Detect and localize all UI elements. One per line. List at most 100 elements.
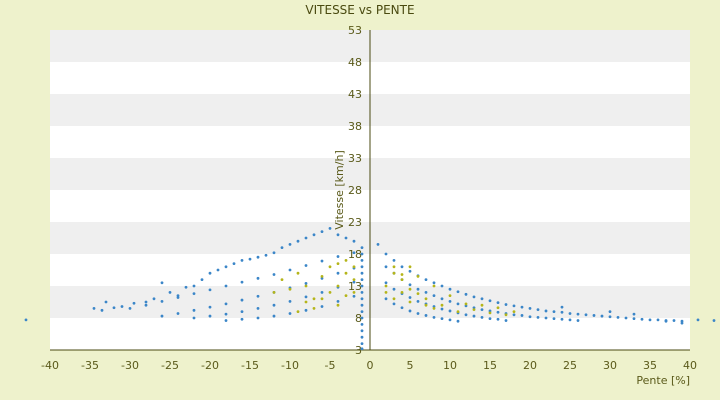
data-point [100, 308, 104, 312]
data-point [472, 308, 476, 312]
x-tick-label: -25 [161, 359, 179, 372]
data-point [400, 306, 404, 310]
data-point [312, 233, 316, 237]
data-point [320, 305, 324, 308]
data-point [456, 319, 460, 323]
data-point [352, 239, 356, 243]
data-point [512, 304, 516, 308]
data-point [360, 284, 364, 288]
data-point [552, 310, 556, 313]
data-point [280, 278, 284, 281]
x-tick-label: 40 [683, 359, 697, 372]
data-point [384, 281, 388, 285]
data-point [272, 314, 276, 318]
data-point [480, 297, 484, 301]
data-point [528, 315, 532, 319]
data-point [344, 271, 348, 275]
data-point [360, 265, 364, 269]
y-tick-label: 28 [348, 184, 362, 197]
data-point [360, 297, 364, 301]
x-tick-label: 35 [643, 359, 657, 372]
data-point [480, 303, 484, 307]
data-point [440, 307, 444, 311]
data-point [272, 251, 276, 255]
data-point [320, 291, 324, 294]
data-point [496, 306, 500, 310]
data-point [132, 301, 136, 305]
data-point [320, 259, 324, 263]
data-point [384, 265, 388, 269]
data-point [208, 314, 212, 318]
data-point [488, 311, 492, 315]
data-point [192, 284, 196, 288]
data-point [320, 275, 324, 278]
data-point [552, 317, 556, 321]
data-point [424, 297, 428, 301]
data-point [456, 290, 460, 294]
data-point [344, 294, 348, 297]
data-point [648, 318, 652, 322]
data-point [272, 303, 276, 307]
data-point [320, 230, 324, 234]
data-point [24, 318, 28, 322]
data-point [92, 307, 96, 310]
data-point [608, 310, 612, 313]
data-point [272, 273, 276, 276]
data-point [384, 252, 388, 256]
data-point [456, 302, 460, 306]
data-point [472, 295, 476, 299]
data-point [408, 309, 412, 313]
data-point [360, 310, 364, 313]
data-point [400, 265, 404, 269]
data-point [392, 287, 396, 291]
data-point [336, 262, 340, 265]
data-point [360, 335, 364, 339]
data-point [504, 303, 508, 306]
data-point [600, 314, 604, 318]
data-point [440, 303, 444, 307]
data-point [200, 278, 204, 281]
data-point [448, 294, 452, 297]
data-point [288, 312, 292, 315]
data-point [584, 313, 588, 317]
data-point [352, 265, 356, 269]
data-point [520, 314, 524, 317]
chart-title: VITESSE vs PENTE [305, 3, 414, 17]
data-point [224, 312, 228, 316]
data-point [568, 312, 572, 315]
data-point [288, 299, 292, 303]
data-point [240, 259, 244, 262]
data-point [448, 318, 452, 322]
data-point [400, 278, 404, 281]
data-point [616, 315, 620, 319]
data-point [192, 308, 196, 312]
data-point [416, 275, 420, 278]
data-point [512, 313, 516, 317]
data-point [424, 291, 428, 294]
data-point [224, 265, 228, 269]
data-point [160, 281, 164, 285]
data-point [664, 319, 668, 323]
data-point [256, 255, 260, 259]
data-point [352, 278, 356, 281]
data-point [360, 316, 364, 320]
data-point [680, 321, 684, 325]
data-point [152, 297, 156, 301]
y-tick-label: 48 [348, 56, 362, 69]
data-point [320, 297, 324, 301]
data-point [360, 323, 364, 326]
data-point [168, 291, 172, 294]
data-point [224, 302, 228, 306]
data-point [240, 298, 244, 302]
data-point [392, 297, 396, 301]
data-point [424, 314, 428, 317]
data-point [104, 300, 108, 304]
y-tick-label: 8 [355, 312, 362, 325]
y-tick-label: 53 [348, 24, 362, 37]
data-point [424, 278, 428, 281]
data-point [512, 310, 516, 313]
data-point [504, 313, 508, 317]
data-point [192, 292, 196, 296]
data-point [344, 259, 348, 262]
